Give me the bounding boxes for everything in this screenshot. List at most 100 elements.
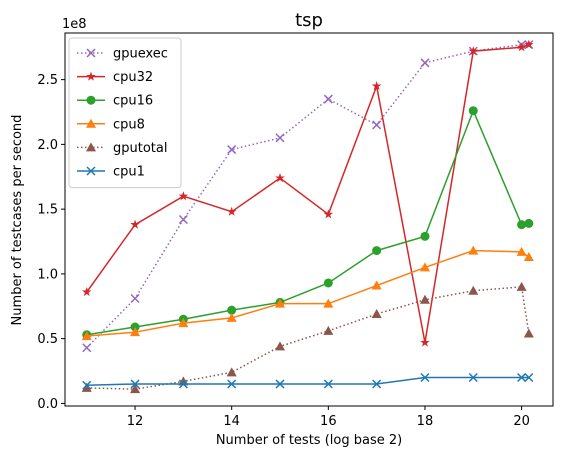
legend-marker — [86, 142, 96, 152]
data-point-cpu32 — [468, 46, 479, 56]
chart-title: tsp — [295, 10, 323, 31]
data-point-cpu16 — [420, 231, 430, 241]
series-cpu32 — [81, 39, 534, 347]
data-point-cpu16 — [130, 322, 140, 332]
data-point-cpu1 — [178, 379, 188, 389]
series-cpu1 — [82, 372, 534, 390]
x-tick-label: 12 — [127, 414, 144, 429]
x-tick-label: 14 — [223, 414, 240, 429]
legend-marker — [86, 71, 96, 81]
data-point-cpu32 — [371, 81, 382, 91]
y-tick-label: 1.5 — [37, 203, 58, 218]
series-line-gputotal — [86, 286, 530, 390]
data-point-gputotal — [371, 309, 382, 319]
data-point-cpu8 — [275, 298, 286, 308]
data-point-cpu32 — [323, 209, 334, 219]
data-point-cpu32 — [178, 191, 189, 201]
series-line-cpu8 — [86, 249, 530, 337]
data-point-gputotal — [81, 382, 92, 392]
legend-marker — [86, 95, 96, 105]
data-point-gputotal — [226, 367, 237, 377]
data-point-cpu1 — [517, 372, 527, 383]
data-point-cpu1 — [130, 379, 140, 389]
plot-frame — [64, 32, 554, 407]
data-point-gputotal — [130, 384, 141, 394]
data-point-gpuexec — [178, 214, 188, 225]
legend: gpuexec cpu32 cpu16 cpu8 gputotal cpu1 — [68, 37, 182, 189]
legend-item-gputotal: gputotal — [77, 141, 167, 156]
data-point-cpu8 — [323, 298, 334, 308]
data-point-cpu1 — [82, 380, 92, 390]
data-point-cpu1 — [468, 372, 478, 383]
data-point-cpu16 — [372, 246, 382, 256]
legend-label: cpu32 — [113, 70, 153, 85]
x-tick-label: 18 — [417, 414, 434, 429]
legend-label: gputotal — [113, 141, 167, 156]
data-point-gpuexec — [227, 145, 237, 155]
data-point-cpu8 — [178, 318, 189, 328]
x-axis-label: Number of tests (log base 2) — [216, 433, 402, 448]
y-offset-label: 1e8 — [62, 17, 87, 32]
data-point-gputotal — [523, 328, 534, 338]
data-point-cpu16 — [323, 278, 333, 288]
data-point-cpu1 — [420, 372, 430, 383]
data-point-gpuexec — [275, 133, 285, 143]
data-point-cpu8 — [81, 331, 92, 341]
y-tick-label: 1.0 — [37, 267, 58, 282]
legend-label: cpu16 — [113, 94, 153, 109]
data-point-cpu32 — [275, 173, 285, 183]
y-tick-label: 0.5 — [37, 332, 58, 347]
data-point-cpu32 — [81, 287, 92, 297]
y-axis-label: Number of testcases per second — [10, 115, 25, 326]
data-point-cpu1 — [227, 379, 237, 389]
data-point-gpuexec — [130, 293, 140, 304]
data-point-cpu16 — [524, 218, 534, 228]
data-point-gputotal — [178, 376, 189, 386]
data-point-cpu1 — [323, 379, 333, 389]
legend-box — [68, 37, 182, 189]
data-point-gputotal — [275, 341, 286, 351]
legend-label: cpu1 — [113, 165, 145, 180]
legend-item-cpu8: cpu8 — [77, 117, 145, 132]
data-point-cpu8 — [226, 312, 237, 322]
legend-label: gpuexec — [113, 47, 168, 62]
y-tick-label: 0.0 — [37, 397, 58, 412]
legend-label: cpu8 — [113, 117, 145, 132]
data-point-cpu1 — [372, 379, 382, 389]
data-point-cpu8 — [523, 252, 534, 262]
data-point-gpuexec — [420, 58, 430, 68]
data-point-cpu16 — [227, 305, 237, 315]
x-tick-label: 20 — [513, 414, 530, 429]
data-point-cpu8 — [468, 245, 479, 255]
legend-marker — [86, 118, 96, 128]
data-point-cpu32 — [420, 337, 430, 347]
data-point-cpu8 — [419, 262, 430, 272]
axes-layer: 12 14 16 18 20 0.0 0.5 1.0 1.5 2.0 2.5 — [37, 32, 554, 429]
series-cpu8 — [81, 245, 534, 341]
series-line-cpu1 — [86, 376, 529, 387]
data-point-cpu32 — [516, 42, 527, 52]
data-point-cpu32 — [524, 39, 534, 49]
data-point-gputotal — [419, 294, 430, 304]
data-point-cpu16 — [468, 106, 478, 116]
y-tick-label: 2.5 — [37, 73, 58, 88]
legend-item-cpu16: cpu16 — [77, 94, 153, 109]
x-tick-label: 16 — [320, 414, 337, 429]
legend-marker — [86, 166, 96, 176]
series-gputotal — [81, 281, 534, 394]
data-point-gputotal — [323, 325, 334, 335]
data-point-cpu8 — [371, 280, 382, 290]
data-point-cpu1 — [275, 379, 285, 389]
data-point-gputotal — [468, 285, 479, 295]
data-point-gpuexec — [82, 343, 92, 353]
series-layer — [81, 39, 534, 394]
legend-marker — [86, 48, 96, 58]
data-point-gpuexec — [323, 94, 333, 104]
data-point-cpu32 — [226, 206, 237, 216]
y-tick-label: 2.0 — [37, 138, 58, 153]
data-point-gpuexec — [372, 120, 382, 130]
data-point-cpu32 — [130, 219, 140, 229]
legend-item-cpu32: cpu32 — [77, 70, 153, 85]
data-point-cpu8 — [130, 327, 141, 337]
